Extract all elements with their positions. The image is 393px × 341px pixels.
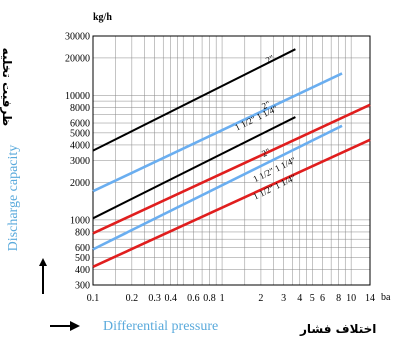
x-tick-label: 1: [220, 293, 225, 304]
x-axis-label-persian: اختلاف فشار: [300, 322, 377, 336]
curve-label-4: 2": [260, 146, 272, 159]
up-arrow-icon: [39, 258, 47, 294]
chart-series-group: [92, 48, 371, 268]
x-tick-label: 0.1: [87, 293, 100, 304]
y-tick-label: 600: [75, 243, 90, 254]
series-line-5: [92, 124, 343, 251]
y-tick-label: 4000: [70, 140, 90, 151]
y-axis-label-persian: ظرفیت تخلیه: [0, 47, 14, 127]
y-tick-label: 1000: [70, 215, 90, 226]
series-line-2: [92, 72, 343, 193]
x-tick-label: 10: [346, 293, 356, 304]
x-unit-label: ba: [381, 292, 391, 303]
y-tick-label: 400: [75, 265, 90, 276]
y-tick-label: 2000: [70, 178, 90, 189]
x-tick-label: 8: [336, 293, 341, 304]
x-tick-label: 0.4: [164, 293, 177, 304]
x-tick-label: 0.3: [148, 293, 161, 304]
x-tick-label: 0.6: [187, 293, 200, 304]
y-tick-label: 20000: [65, 53, 90, 64]
series-line-3: [92, 116, 296, 220]
x-tick-label: 14: [365, 293, 375, 304]
right-arrow-icon: [50, 321, 80, 331]
y-tick-label: 30000: [65, 32, 90, 43]
x-axis-label: Differential pressure: [103, 319, 219, 334]
series-line-6: [92, 138, 371, 268]
y-unit-label: kg/h: [93, 12, 112, 23]
x-tick-label: 6: [320, 293, 325, 304]
y-tick-label: 10000: [65, 91, 90, 102]
series-line-1: [92, 48, 296, 152]
x-tick-label: 0.8: [203, 293, 216, 304]
y-tick-label: 3000: [70, 156, 90, 167]
x-tick-label: 4: [297, 293, 302, 304]
x-tick-label: 0.2: [126, 293, 139, 304]
x-tick-label: 2: [258, 293, 263, 304]
y-tick-label: 800: [75, 227, 90, 238]
y-tick-label: 500: [75, 253, 90, 264]
plot-frame: [92, 35, 371, 286]
y-tick-label: 300: [75, 281, 90, 292]
x-tick-label: 3: [281, 293, 286, 304]
y-tick-label: 5000: [70, 128, 90, 139]
y-tick-label: 8000: [70, 103, 90, 114]
series-line-4: [92, 103, 371, 235]
y-tick-label: 6000: [70, 119, 90, 130]
y-axis-label: Discharge capacity: [6, 144, 21, 252]
x-tick-label: 5: [310, 293, 315, 304]
